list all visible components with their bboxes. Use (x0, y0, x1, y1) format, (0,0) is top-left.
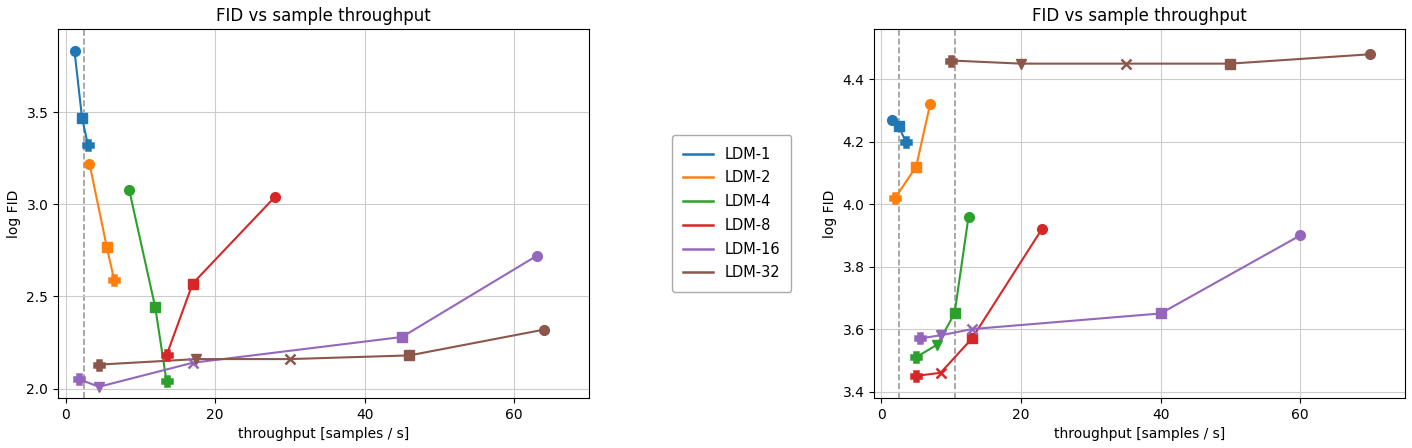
Y-axis label: log FID: log FID (823, 190, 837, 238)
Y-axis label: log FID: log FID (7, 190, 21, 238)
Legend: LDM-1, LDM-2, LDM-4, LDM-8, LDM-16, LDM-32: LDM-1, LDM-2, LDM-4, LDM-8, LDM-16, LDM-… (672, 135, 792, 292)
Title: FID vs sample throughput: FID vs sample throughput (216, 7, 431, 25)
X-axis label: throughput [samples / s]: throughput [samples / s] (237, 427, 409, 441)
Title: FID vs sample throughput: FID vs sample throughput (1032, 7, 1247, 25)
X-axis label: throughput [samples / s]: throughput [samples / s] (1053, 427, 1226, 441)
